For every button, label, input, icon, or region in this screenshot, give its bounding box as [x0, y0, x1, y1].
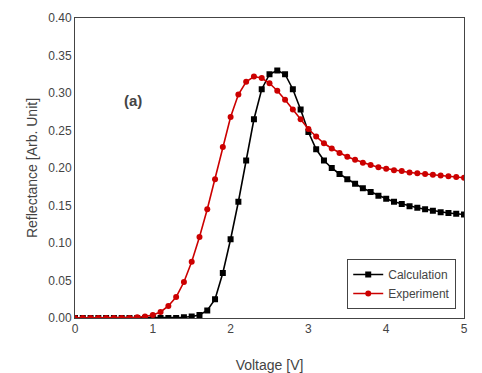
svg-text:0.00: 0.00 — [48, 311, 72, 325]
svg-text:0: 0 — [72, 322, 79, 336]
svg-text:Voltage [V]: Voltage [V] — [236, 357, 304, 373]
svg-text:4: 4 — [383, 322, 390, 336]
svg-text:0.05: 0.05 — [48, 274, 72, 288]
svg-text:0.35: 0.35 — [48, 49, 72, 63]
svg-text:0.15: 0.15 — [48, 199, 72, 213]
svg-text:0.30: 0.30 — [48, 86, 72, 100]
svg-text:0.40: 0.40 — [48, 11, 72, 25]
svg-text:Calculation: Calculation — [388, 268, 447, 282]
svg-text:0.10: 0.10 — [48, 236, 72, 250]
svg-text:3: 3 — [305, 322, 312, 336]
svg-text:(a): (a) — [124, 92, 142, 109]
svg-text:5: 5 — [461, 322, 468, 336]
svg-text:Reflectance [Arb. Unit]: Reflectance [Arb. Unit] — [24, 98, 40, 238]
svg-text:0.25: 0.25 — [48, 124, 72, 138]
svg-text:1: 1 — [149, 322, 156, 336]
svg-text:2: 2 — [227, 322, 234, 336]
svg-text:Experiment: Experiment — [388, 287, 449, 301]
svg-text:0.20: 0.20 — [48, 161, 72, 175]
